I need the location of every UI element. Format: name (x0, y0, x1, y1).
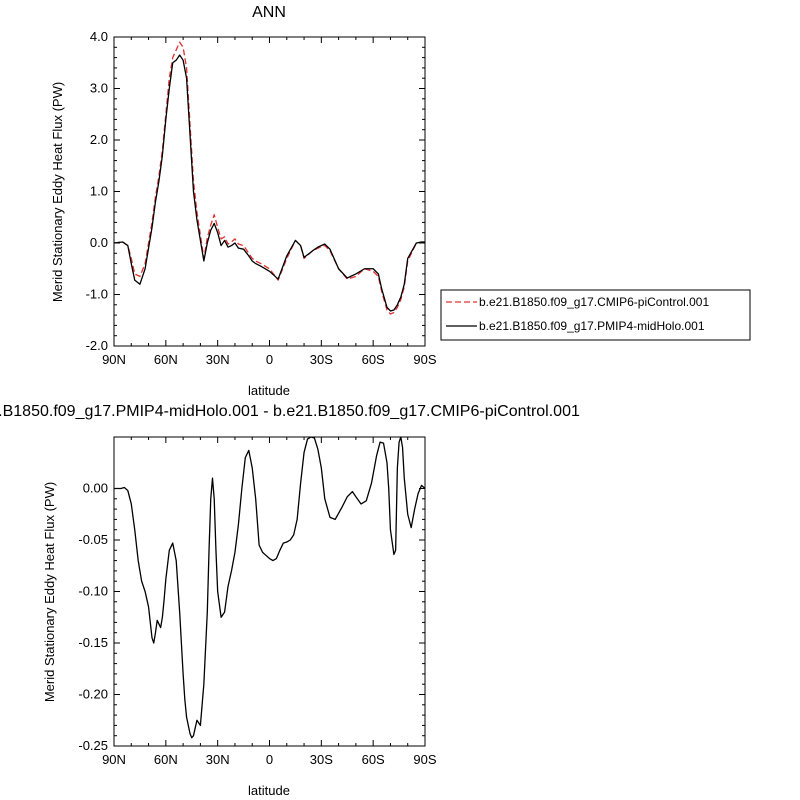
top-x-tick-label: 30S (310, 352, 333, 367)
bottom-series-line-0 (114, 437, 425, 739)
top-y-tick-label: 1.0 (90, 184, 108, 199)
bottom-y-tick-label: -0.15 (78, 635, 108, 650)
bottom-x-tick-label: 30N (206, 752, 230, 767)
top-x-tick-label: 90N (102, 352, 126, 367)
top-chart-y-axis-label: Merid Stationary Eddy Heat Flux (PW) (50, 82, 65, 302)
legend-label-picontrol: b.e21.B1850.f09_g17.CMIP6-piControl.001 (479, 295, 709, 309)
bottom-chart-title: b.e21.B1850.f09_g17.PMIP4-midHolo.001 - … (0, 403, 580, 420)
bottom-x-tick-label: 30S (310, 752, 333, 767)
top-y-tick-label: 0.0 (90, 235, 108, 250)
bottom-y-tick-label: -0.20 (78, 687, 108, 702)
legend-frame (440, 289, 751, 341)
bottom-x-tick-label: 0 (266, 752, 273, 767)
top-series-line-1 (114, 54, 425, 312)
top-y-tick-label: -2.0 (86, 338, 108, 353)
top-y-tick-label: 2.0 (90, 132, 108, 147)
top-chart-legend: b.e21.B1850.f09_g17.CMIP6-piControl.001 … (440, 289, 751, 341)
top-chart-title: ANN (252, 4, 286, 21)
bottom-x-tick-label: 90N (102, 752, 126, 767)
bottom-x-tick-label: 60S (362, 752, 385, 767)
bottom-x-tick-label: 90S (413, 752, 436, 767)
top-x-tick-label: 90S (413, 352, 436, 367)
bottom-y-tick-label: -0.25 (78, 738, 108, 753)
bottom-y-tick-label: -0.05 (78, 532, 108, 547)
top-chart-plot-area: 90N 60N 30N 0 30S 60S 90S 4.0 3.0 2.0 1.0 0.0 -1.0 -2… (86, 29, 437, 367)
bottom-chart-y-axis-label: Merid Stationary Eddy Heat Flux (PW) (42, 482, 57, 702)
top-chart-panel: ANN Merid Stationary Eddy Heat Flux (PW)… (50, 4, 437, 398)
top-y-tick-label: -1.0 (86, 287, 108, 302)
top-y-tick-label: 4.0 (90, 29, 108, 44)
top-x-tick-label: 0 (266, 352, 273, 367)
top-x-tick-label: 30N (206, 352, 230, 367)
bottom-chart-plot-area: 90N 60N 30N 0 30S 60S 90S 0.00 -0.05 -0.10 -0.15 -0… (78, 436, 437, 767)
legend-label-midholo: b.e21.B1850.f09_g17.PMIP4-midHolo.001 (479, 319, 705, 333)
top-x-tick-label: 60S (362, 352, 385, 367)
bottom-y-tick-label: 0.00 (83, 481, 108, 496)
bottom-x-tick-label: 60N (154, 752, 178, 767)
top-y-tick-label: 3.0 (90, 81, 108, 96)
bottom-chart-panel: b.e21.B1850.f09_g17.PMIP4-midHolo.001 - … (0, 403, 580, 798)
top-x-tick-label: 60N (154, 352, 178, 367)
bottom-chart-x-axis-label: latitude (248, 783, 290, 798)
bottom-y-tick-label: -0.10 (78, 584, 108, 599)
top-chart-x-axis-label: latitude (248, 383, 290, 398)
